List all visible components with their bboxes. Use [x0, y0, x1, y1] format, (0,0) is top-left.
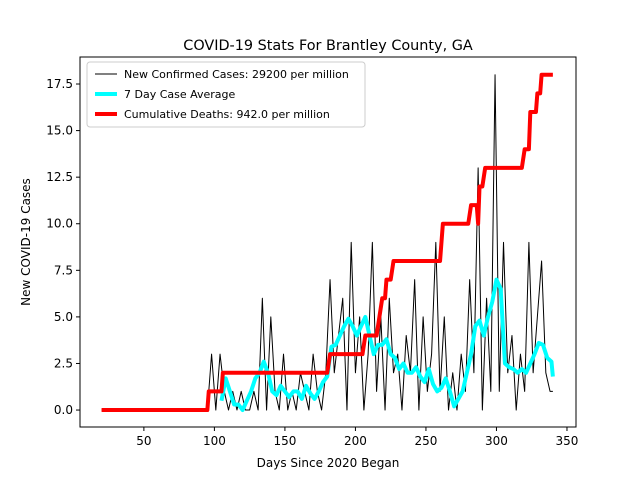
x-tick-label: 100: [203, 434, 226, 448]
x-tick-label: 150: [273, 434, 296, 448]
y-tick-label: 2.5: [54, 356, 73, 370]
x-axis-label: Days Since 2020 Began: [257, 456, 400, 470]
series-line: [101, 72, 553, 413]
x-tick-label: 350: [556, 434, 579, 448]
x-tick-label: 200: [344, 434, 367, 448]
y-tick-label: 0.0: [54, 403, 73, 417]
legend-box: [86, 61, 366, 128]
chart-title: COVID-19 Stats For Brantley County, GA: [183, 38, 473, 54]
series-line: [101, 74, 553, 411]
series-line: [219, 277, 555, 413]
y-tick-label: 15.0: [46, 124, 73, 138]
x-tick-label: 250: [414, 434, 437, 448]
x-tick-label: 300: [485, 434, 508, 448]
y-tick-label: 7.5: [54, 263, 73, 277]
x-tick-label: 50: [136, 434, 151, 448]
legend-label: 7 Day Case Average: [124, 88, 236, 101]
y-tick-label: 12.5: [46, 170, 73, 184]
y-tick-label: 5.0: [54, 310, 73, 324]
legend-label: New Confirmed Cases: 29200 per million: [124, 68, 349, 81]
y-tick-label: 17.5: [46, 77, 73, 91]
plot-frame: [79, 56, 577, 428]
y-tick-label: 10.0: [46, 217, 73, 231]
legend-label: Cumulative Deaths: 942.0 per million: [124, 108, 330, 121]
y-axis-label: New COVID-19 Cases: [19, 178, 33, 306]
